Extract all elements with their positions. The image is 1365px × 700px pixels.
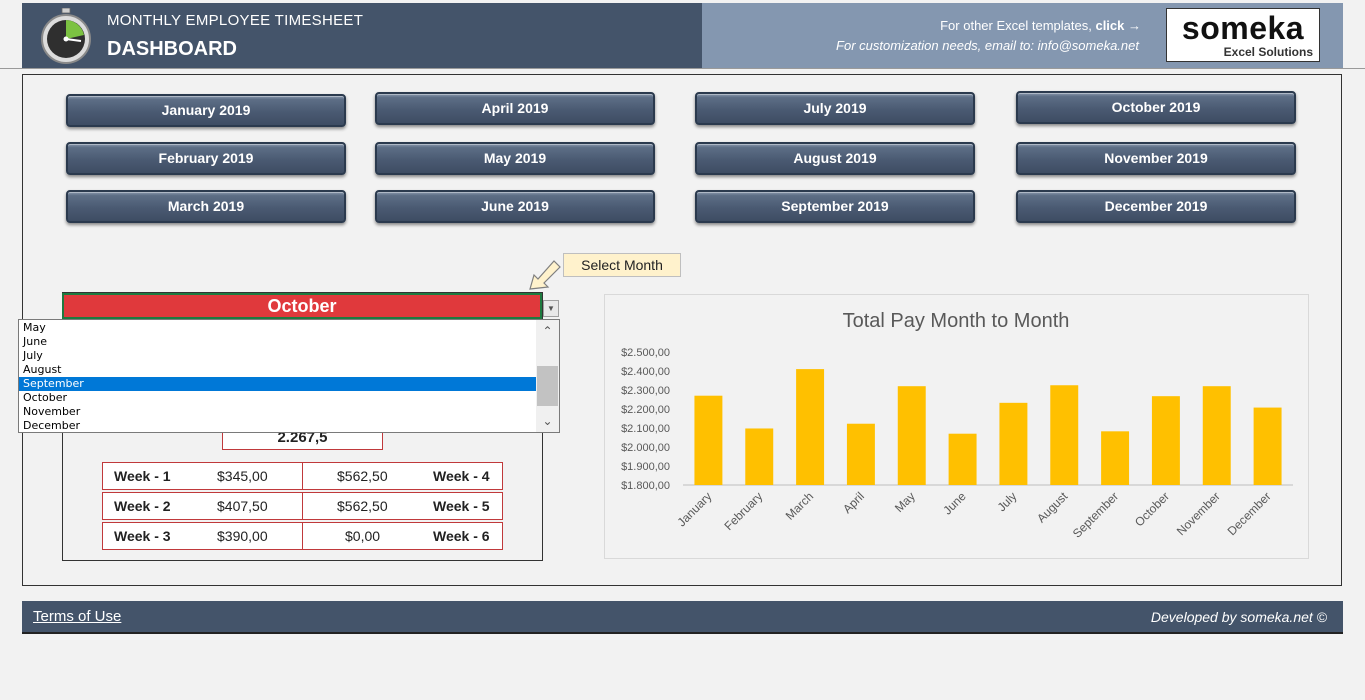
y-tick-label: $2.400,00 — [621, 366, 670, 378]
bar-april — [846, 423, 875, 485]
terms-of-use-link[interactable]: Terms of Use — [33, 608, 122, 625]
week-value: $345,00 — [217, 468, 268, 484]
templates-promo: For other Excel templates, click → — [940, 18, 1141, 33]
scroll-up-icon[interactable]: ⌃ — [542, 324, 553, 338]
stopwatch-icon — [41, 8, 91, 64]
month-button-october[interactable]: October 2019 — [1016, 91, 1296, 124]
week-value: $390,00 — [217, 528, 268, 544]
total-pay-chart: Total Pay Month to Month $1.800,00 $1.900… — [621, 310, 1293, 541]
y-tick-label: $1.900,00 — [621, 461, 670, 473]
y-tick-label: $2.200,00 — [621, 404, 670, 416]
bar-september — [1101, 431, 1130, 485]
month-button-february[interactable]: February 2019 — [66, 142, 346, 175]
month-button-december[interactable]: December 2019 — [1016, 190, 1296, 223]
pointer-arrow-icon — [529, 260, 561, 290]
month-button-march[interactable]: March 2019 — [66, 190, 346, 223]
bar-march — [796, 369, 825, 485]
page-title: DASHBOARD — [107, 38, 237, 60]
x-tick-label: July — [995, 489, 1020, 514]
month-button-july[interactable]: July 2019 — [695, 92, 975, 125]
week-3-cell: Week - 3 $390,00 — [102, 522, 303, 550]
month-selector[interactable]: October — [62, 293, 542, 319]
x-tick-label: January — [674, 489, 714, 529]
week-label: Week - 4 — [433, 468, 490, 484]
x-tick-label: May — [892, 489, 918, 515]
someka-logo[interactable]: someka Excel Solutions — [1166, 8, 1320, 62]
month-button-september[interactable]: September 2019 — [695, 190, 975, 223]
dropdown-arrow-button[interactable]: ▼ — [543, 300, 559, 317]
y-tick-label: $1.800,00 — [621, 480, 670, 492]
week-2-cell: Week - 2 $407,50 — [102, 492, 303, 520]
dropdown-option-june[interactable]: June — [23, 335, 47, 348]
bar-july — [999, 402, 1028, 485]
templates-text: For other Excel templates, — [940, 18, 1092, 33]
select-month-callout: Select Month — [563, 253, 681, 277]
week-value: $562,50 — [337, 468, 388, 484]
week-label: Week - 2 — [114, 498, 171, 514]
week-1-cell: Week - 1 $345,00 — [102, 462, 303, 490]
month-button-november[interactable]: November 2019 — [1016, 142, 1296, 175]
footer-bar: Terms of Use Developed by someka.net © — [22, 601, 1343, 634]
header-divider — [0, 68, 1365, 69]
scroll-down-icon[interactable]: ⌄ — [542, 414, 553, 428]
x-tick-label: June — [940, 489, 969, 518]
templates-link[interactable]: click → — [1095, 18, 1141, 33]
dropdown-option-november[interactable]: November — [23, 405, 81, 418]
week-value: $562,50 — [337, 498, 388, 514]
x-tick-label: November — [1174, 489, 1223, 538]
bar-october — [1151, 396, 1180, 485]
chart-title: Total Pay Month to Month — [843, 310, 1070, 332]
customization-email[interactable]: For customization needs, email to: info@… — [836, 38, 1139, 53]
x-tick-label: April — [840, 489, 867, 516]
week-4-cell: $562,50 Week - 4 — [302, 462, 503, 490]
week-value: $0,00 — [345, 528, 381, 544]
app-subtitle: MONTHLY EMPLOYEE TIMESHEET — [107, 12, 364, 29]
developer-credit: Developed by someka.net © — [1150, 609, 1327, 625]
month-button-january[interactable]: January 2019 — [66, 94, 346, 127]
dropdown-option-september[interactable]: September — [19, 377, 536, 391]
dropdown-option-july[interactable]: July — [23, 349, 43, 362]
x-tick-label: October — [1132, 489, 1172, 529]
bar-december — [1253, 407, 1282, 485]
dropdown-option-december[interactable]: December — [23, 419, 81, 432]
y-tick-label: $2.100,00 — [621, 423, 670, 435]
logo-tagline: Excel Solutions — [1223, 45, 1313, 59]
dropdown-option-may[interactable]: May — [23, 321, 46, 334]
bar-november — [1202, 386, 1231, 485]
scroll-thumb[interactable] — [537, 366, 558, 406]
bar-august — [1050, 385, 1079, 485]
month-dropdown-list[interactable]: May June July August September October N… — [18, 319, 560, 433]
month-button-may[interactable]: May 2019 — [375, 142, 655, 175]
bar-june — [948, 433, 977, 485]
week-6-cell: $0,00 Week - 6 — [302, 522, 503, 550]
week-label: Week - 5 — [433, 498, 490, 514]
x-tick-label: March — [783, 489, 816, 522]
week-label: Week - 1 — [114, 468, 171, 484]
week-5-cell: $562,50 Week - 5 — [302, 492, 503, 520]
total-pay-chart-panel: Total Pay Month to Month $1.800,00 $1.900… — [604, 294, 1309, 559]
x-tick-label: February — [722, 489, 766, 533]
week-value: $407,50 — [217, 498, 268, 514]
week-label: Week - 6 — [433, 528, 490, 544]
dropdown-option-october[interactable]: October — [23, 391, 68, 404]
bar-february — [745, 428, 774, 485]
dropdown-scrollbar[interactable]: ⌃ ⌄ — [536, 320, 559, 432]
month-button-june[interactable]: June 2019 — [375, 190, 655, 223]
bar-january — [694, 395, 723, 485]
month-button-april[interactable]: April 2019 — [375, 92, 655, 125]
bar-may — [897, 386, 926, 485]
x-tick-label: August — [1034, 489, 1071, 526]
x-tick-label: December — [1225, 489, 1274, 538]
y-tick-label: $2.500,00 — [621, 347, 670, 359]
logo-wordmark: someka — [1181, 10, 1305, 46]
y-tick-label: $2.300,00 — [621, 385, 670, 397]
month-button-august[interactable]: August 2019 — [695, 142, 975, 175]
y-tick-label: $2.000,00 — [621, 442, 670, 454]
week-label: Week - 3 — [114, 528, 171, 544]
x-tick-label: September — [1070, 489, 1121, 540]
dropdown-option-august[interactable]: August — [23, 363, 62, 376]
